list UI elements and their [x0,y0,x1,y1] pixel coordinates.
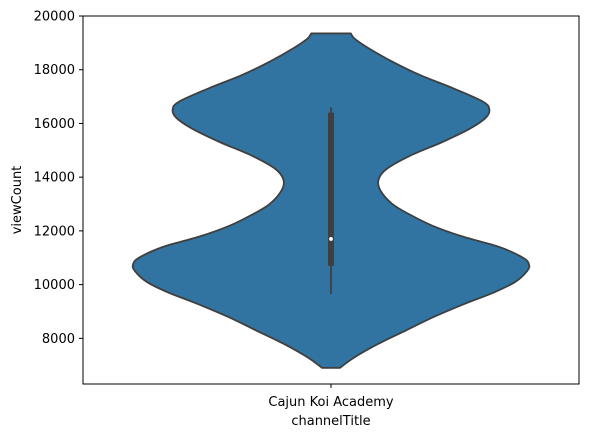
x-axis-label: channelTitle [291,414,370,429]
x-tick-label: Cajun Koi Academy [268,395,394,410]
y-tick-label: 14000 [34,171,75,186]
y-tick-label: 8000 [42,332,75,347]
y-ticks: 8000 10000 12000 14000 16000 18000 20000 [34,10,83,347]
y-tick-label: 16000 [34,117,75,132]
y-tick-label: 10000 [34,278,75,293]
y-axis-label: viewCount [10,166,25,235]
median-marker [329,237,333,241]
x-ticks: Cajun Koi Academy [268,384,394,410]
y-tick-label: 12000 [34,224,75,239]
y-tick-label: 18000 [34,63,75,78]
y-tick-label: 20000 [34,10,75,25]
iqr-box [328,112,334,266]
box-layer [328,107,334,295]
